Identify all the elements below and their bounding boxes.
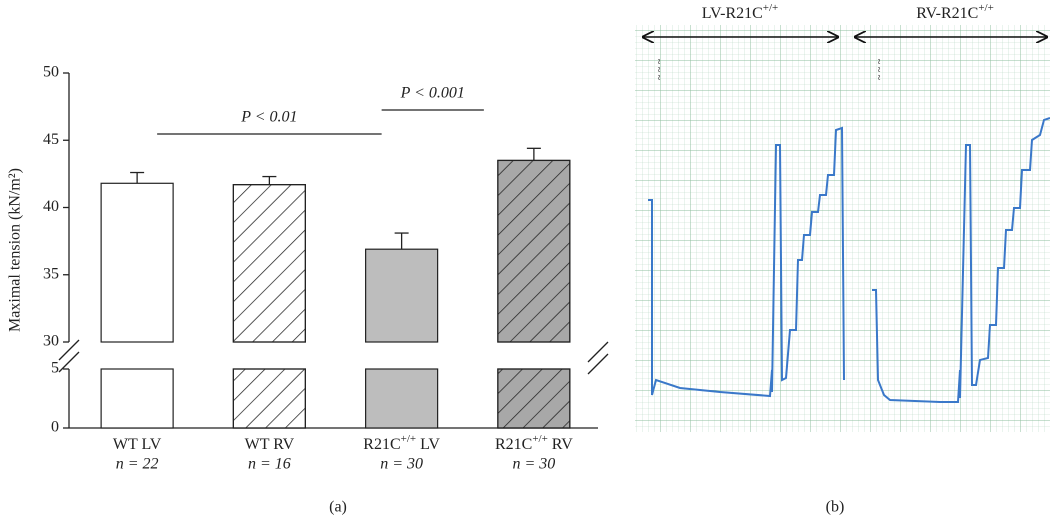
panel-caption: (a) [329, 499, 347, 516]
bar-base [100, 368, 174, 429]
trace [648, 126, 845, 398]
bar-base [365, 368, 439, 429]
y-axis-label: Maximal tension (kN/m²) [7, 168, 24, 332]
bar [365, 248, 439, 343]
chart-paper: ~ ~ ~ ~ ~ ~ [635, 25, 1050, 432]
label-part: RV [548, 436, 573, 453]
bar-hatch [232, 368, 306, 429]
significance-label: P < 0.01 [240, 109, 297, 126]
bar-hatch [497, 368, 571, 429]
n-label: n = 16 [248, 456, 291, 473]
category-label: RV-R21C+/+ [916, 2, 994, 22]
axis-break [58, 339, 80, 361]
label-part: LV-R21C [702, 5, 763, 22]
label-part: WT LV [113, 436, 162, 453]
label-part: +/+ [401, 433, 416, 445]
trace [872, 117, 1050, 403]
bar-hatch [232, 184, 306, 343]
y-tick-label: 5 [51, 360, 59, 377]
label-part: RV-R21C [916, 5, 978, 22]
label-part: +/+ [532, 433, 547, 445]
category-label: WT RV [245, 436, 295, 453]
handwriting: ~ ~ ~ ~ ~ ~ [654, 58, 885, 80]
panel-caption: (b) [826, 499, 845, 516]
category-label: R21C+/+ LV [363, 433, 440, 453]
svg-text:~ ~ ~: ~ ~ ~ [874, 58, 885, 80]
label-part: +/+ [978, 2, 993, 14]
n-label: n = 30 [512, 456, 555, 473]
y-tick-label: 45 [43, 131, 59, 148]
label-part: R21C [363, 436, 400, 453]
y-tick-label: 30 [43, 333, 59, 350]
y-tick-label: 35 [43, 265, 59, 282]
y-tick-label: 50 [43, 64, 59, 81]
label-part: LV [416, 436, 440, 453]
category-label: R21C+/+ RV [495, 433, 573, 453]
n-label: n = 22 [116, 456, 159, 473]
svg-text:~ ~ ~: ~ ~ ~ [654, 58, 665, 80]
axis-break [58, 351, 80, 373]
label-part: R21C [495, 436, 532, 453]
n-label: n = 30 [380, 456, 423, 473]
significance-label: P < 0.001 [400, 85, 465, 102]
label-part: +/+ [763, 2, 778, 14]
label-part: WT RV [245, 436, 295, 453]
category-label: WT LV [113, 436, 162, 453]
axis-break [587, 341, 609, 363]
bar-hatch [497, 159, 571, 343]
y-tick-label: 40 [43, 198, 59, 215]
category-label: LV-R21C+/+ [702, 2, 779, 22]
axis-break [587, 353, 609, 375]
bar [100, 182, 174, 343]
y-tick-label: 0 [51, 419, 59, 436]
